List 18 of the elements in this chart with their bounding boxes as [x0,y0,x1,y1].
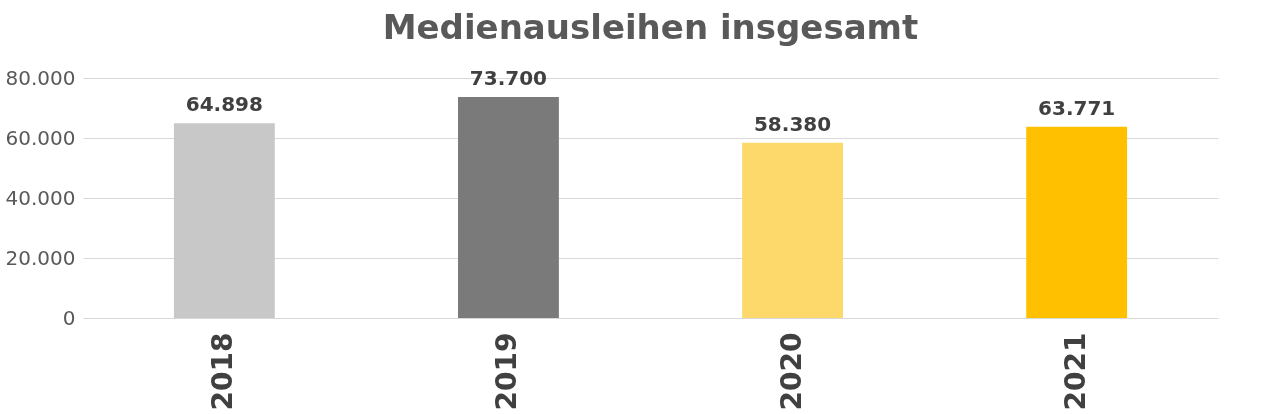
bar [742,142,843,318]
data-label: 58.380 [753,111,832,136]
y-tick-label: 40.000 [5,185,76,210]
x-tick-label: 2020 [774,332,808,411]
bar [458,96,559,318]
data-label: 73.700 [469,65,548,90]
chart-title: Medienausleihen insgesamt [382,7,919,47]
x-tick-label: 2018 [206,332,240,411]
x-tick-label: 2019 [490,332,524,411]
bar [173,123,275,318]
data-label: 64.898 [185,92,263,117]
y-tick-label: 80.000 [5,65,76,90]
x-tick-label: 2021 [1058,332,1092,411]
y-tick-label: 0 [62,305,76,330]
bar [1026,126,1128,318]
y-tick-label: 20.000 [5,245,76,270]
data-label: 63.771 [1038,95,1116,120]
y-tick-label: 60.000 [5,125,76,150]
